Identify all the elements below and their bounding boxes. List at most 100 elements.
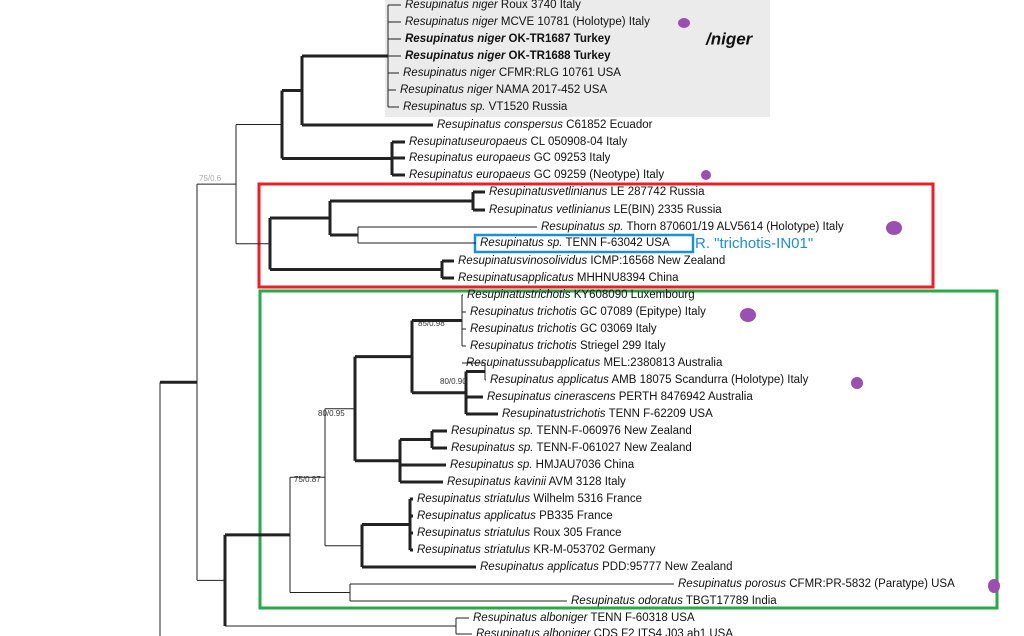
taxon-name: Resupinatus europaeus	[409, 169, 531, 181]
support-value: 80/0.90	[440, 377, 467, 386]
leaf-label: Resupinatus niger CFMR:RLG 10761 USA	[403, 67, 621, 79]
leaf-label: Resupinatus alboniger CDS F2 ITS4 J03 ab…	[476, 628, 733, 636]
leaf-label: Resupinatus conspersus C61852 Ecuador	[437, 119, 653, 131]
taxon-name: Resupinatus applicatus	[490, 374, 609, 386]
leaf-label: Resupinatus sp. TENN-F-060976 New Zealan…	[451, 425, 692, 437]
support-value: 85/0.98	[418, 319, 445, 328]
marker	[701, 170, 711, 180]
specimen-info: Roux 3740 Italy	[501, 0, 581, 11]
specimen-info: KY608090 Luxembourg	[574, 289, 695, 301]
branches	[159, 4, 674, 636]
taxon-name: Resupinatus striatulus	[417, 527, 530, 539]
taxon-name: Resupinatus conspersus	[437, 119, 563, 131]
leaf-label: Resupinatusvetlinianus LE 287742 Russia	[489, 186, 705, 198]
annotation: R. "trichotis-IN01"	[695, 235, 813, 252]
taxon-name: Resupinatus alboniger	[476, 628, 592, 636]
leaf-label: Resupinatus niger OK-TR1688 Turkey	[405, 50, 611, 62]
leaf-label: Resupinatus niger OK-TR1687 Turkey	[405, 33, 611, 45]
taxon-name: Resupinatuseuropaeus	[409, 136, 528, 148]
taxon-name: Resupinatus niger	[400, 84, 494, 96]
taxon-name: Resupinatus sp.	[541, 221, 623, 233]
taxon-name: Resupinatus niger	[405, 0, 499, 11]
leaf-label: Resupinatustrichotis TENN F-62209 USA	[502, 408, 713, 420]
leaf-label: Resupinatus sp. TENN-F-061027 New Zealan…	[451, 442, 692, 454]
taxon-name: Resupinatus kavinii	[447, 476, 547, 488]
leaf-label: Resupinatus alboniger TENN F-60318 USA	[473, 612, 695, 624]
specimen-info: MCVE 10781 (Holotype) Italy	[501, 16, 650, 28]
taxon-name: Resupinatusapplicatus	[458, 272, 574, 284]
leaf-label: Resupinatussubapplicatus MEL:2380813 Aus…	[466, 357, 723, 369]
specimen-info: TENN F-63042 USA	[565, 237, 670, 249]
marker	[886, 221, 902, 235]
taxon-name: Resupinatus striatulus	[417, 544, 530, 556]
leaf-label: Resupinatus sp. VT1520 Russia	[403, 101, 568, 113]
leaf-label: Resupinatus odoratus TBGT17789 India	[571, 595, 777, 607]
specimen-info: CFMR:RLG 10761 USA	[499, 67, 621, 79]
specimen-info: PDD:95777 New Zealand	[602, 561, 732, 573]
taxon-name: Resupinatus cinerascens	[487, 391, 616, 403]
taxon-name: Resupinatus niger	[403, 67, 497, 79]
specimen-info: GC 03069 Italy	[580, 323, 657, 335]
marker	[740, 308, 756, 322]
leaf-label: Resupinatuseuropaeus CL 050908-04 Italy	[409, 136, 627, 148]
taxon-name: Resupinatus sp.	[451, 425, 533, 437]
leaf-label: Resupinatus applicatus PB335 France	[417, 510, 613, 522]
leaf-label: Resupinatus applicatus PDD:95777 New Zea…	[480, 561, 733, 573]
specimen-info: TENN-F-061027 New Zealand	[536, 442, 691, 454]
taxon-name: Resupinatus trichotis	[470, 306, 577, 318]
support-value: 75/0.87	[294, 475, 321, 484]
leaf-label: Resupinatus niger Roux 3740 Italy	[405, 0, 581, 11]
taxon-name: Resupinatus porosus	[678, 578, 786, 590]
specimen-info: CL 050908-04 Italy	[530, 136, 627, 148]
taxon-name: Resupinatus sp.	[451, 442, 533, 454]
support-value: 75/0.6	[199, 174, 222, 183]
leaf-label: Resupinatus niger MCVE 10781 (Holotype) …	[405, 16, 650, 28]
specimen-info: CFMR:PR-5832 (Paratype) USA	[789, 578, 955, 590]
taxon-name: Resupinatus trichotis	[470, 340, 577, 352]
taxon-name: Resupinatus sp.	[480, 237, 562, 249]
specimen-info: AVM 3128 Italy	[549, 476, 626, 488]
leaf-label: Resupinatus trichotis Striegel 299 Italy	[470, 340, 666, 352]
leaf-label: Resupinatus cinerascens PERTH 8476942 Au…	[487, 391, 753, 403]
red-box	[257, 182, 935, 289]
leaf-label: Resupinatus niger NAMA 2017-452 USA	[400, 84, 607, 96]
leaf-label: Resupinatus sp. Thorn 870601/19 ALV5614 …	[541, 221, 844, 233]
taxon-name: Resupinatus alboniger	[473, 612, 589, 624]
taxon-name: Resupinatusvetlinianus	[489, 186, 608, 198]
specimen-info: GC 09253 Italy	[534, 152, 611, 164]
specimen-info: Roux 305 France	[533, 527, 621, 539]
specimen-info: TENN-F-060976 New Zealand	[536, 425, 691, 437]
leaf-label: Resupinatus kavinii AVM 3128 Italy	[447, 476, 626, 488]
specimen-info: NAMA 2017-452 USA	[496, 84, 608, 96]
type-markers	[678, 18, 1000, 593]
taxon-name: Resupinatusvinosolividus	[458, 255, 587, 267]
leaf-label: Resupinatus trichotis GC 03069 Italy	[470, 323, 657, 335]
specimen-info: KR-M-053702 Germany	[533, 544, 655, 556]
leaf-label: Resupinatus europaeus GC 09259 (Neotype)…	[409, 169, 664, 181]
specimen-info: TENN F-60318 USA	[590, 612, 695, 624]
specimen-info: MEL:2380813 Australia	[603, 357, 723, 369]
clade-label: /niger	[705, 29, 754, 48]
leaf-label: Resupinatus porosus CFMR:PR-5832 (Paraty…	[678, 578, 955, 590]
specimen-info: TENN F-62209 USA	[609, 408, 714, 420]
taxon-name: Resupinatussubapplicatus	[466, 357, 601, 369]
specimen-info: VT1520 Russia	[489, 101, 568, 113]
taxon-name: Resupinatus striatulus	[417, 493, 530, 505]
leaf-label: Resupinatusvinosolividus ICMP:16568 New …	[458, 255, 725, 267]
taxon-name: Resupinatus applicatus	[417, 510, 536, 522]
specimen-info: PB335 France	[539, 510, 613, 522]
specimen-info: LE 287742 Russia	[610, 186, 705, 198]
specimen-info: TBGT17789 India	[686, 595, 777, 607]
specimen-info: HMJAU7036 China	[536, 459, 635, 471]
leaf-label: Resupinatusapplicatus MHHNU8394 China	[458, 272, 679, 284]
specimen-info: GC 09259 (Neotype) Italy	[534, 169, 665, 181]
leaf-label: Resupinatus sp. HMJAU7036 China	[450, 459, 635, 471]
marker	[678, 18, 690, 28]
niger-highlight	[385, 0, 770, 117]
support-value: 80/0.95	[318, 409, 345, 418]
leaf-label: Resupinatus striatulus Wilhelm 5316 Fran…	[417, 493, 642, 505]
taxon-name: Resupinatus trichotis	[470, 323, 577, 335]
specimen-info: Wilhelm 5316 France	[533, 493, 642, 505]
taxon-name: Resupinatus vetlinianus	[489, 204, 611, 216]
specimen-info: AMB 18075 Scandurra (Holotype) Italy	[611, 374, 808, 386]
